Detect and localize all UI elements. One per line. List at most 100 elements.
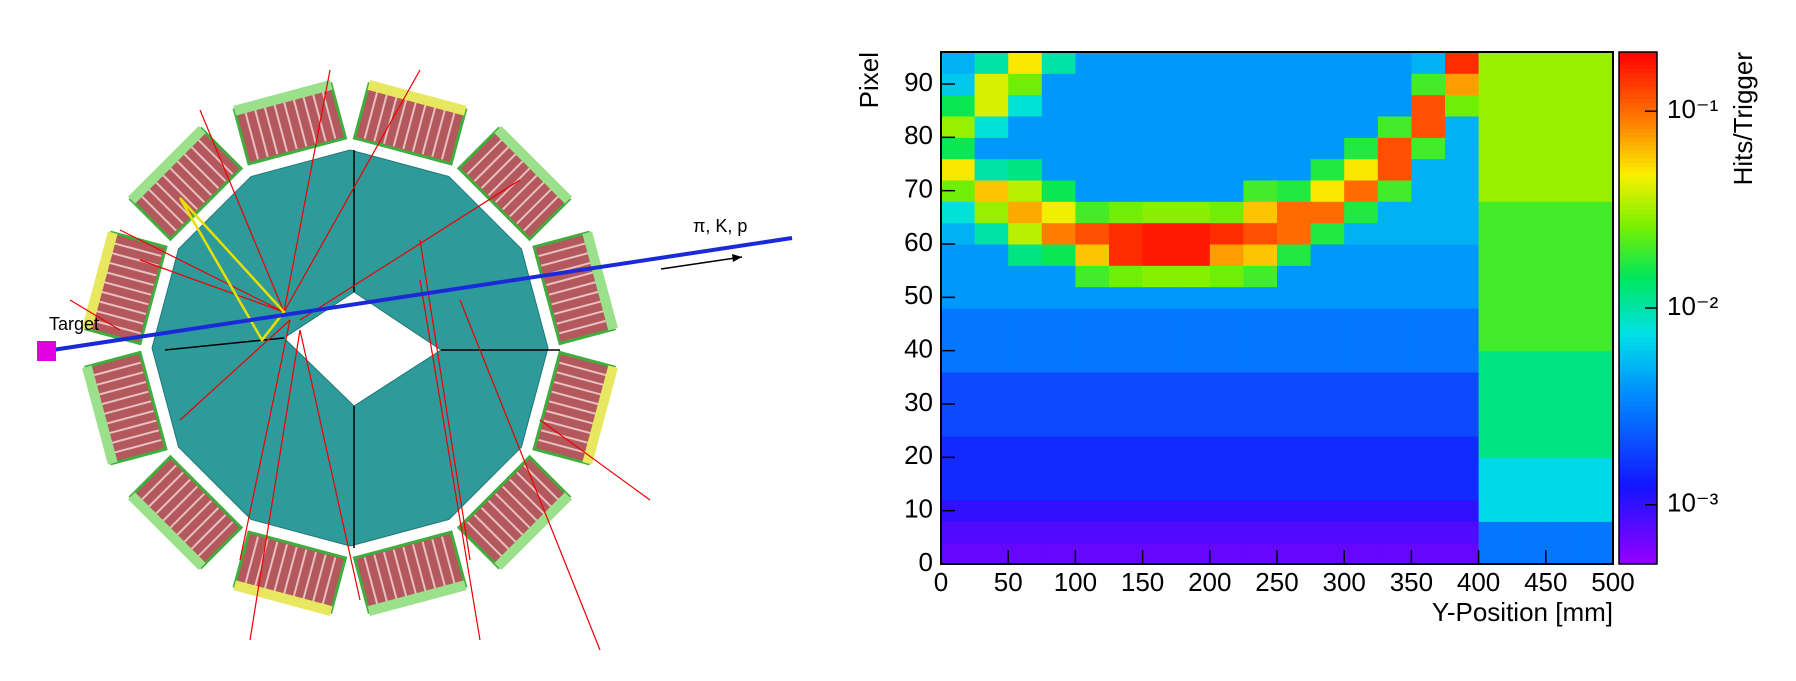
- heatmap-cell: [1545, 393, 1580, 416]
- heatmap-cell: [1478, 521, 1513, 544]
- heatmap-cell: [1478, 52, 1513, 74]
- heatmap-cell: [1142, 52, 1177, 74]
- heatmap-cell: [1545, 521, 1580, 544]
- heatmap-cell: [1109, 478, 1144, 501]
- heatmap-cell: [1008, 116, 1043, 138]
- heatmap-cell: [1310, 116, 1345, 138]
- heatmap-cell: [1377, 94, 1412, 117]
- heatmap-cell: [1512, 286, 1547, 309]
- heatmap-cell: [1512, 180, 1547, 202]
- colorbar-band: [1619, 359, 1657, 365]
- heatmap-cell: [1344, 116, 1379, 138]
- colorbar-band: [1619, 363, 1657, 369]
- heatmap-cell: [1310, 137, 1345, 160]
- heatmap-cell: [1478, 414, 1513, 437]
- heatmap-cell: [1209, 457, 1244, 480]
- detector-view: [37, 69, 793, 651]
- heatmap-cell: [1512, 414, 1547, 437]
- heatmap-cell: [1411, 308, 1446, 330]
- heatmap-cell: [941, 478, 976, 501]
- module-stripe: [373, 554, 389, 606]
- heatmap-cell: [1344, 542, 1379, 565]
- colorbar-band: [1619, 470, 1657, 475]
- heatmap-cell: [1579, 222, 1614, 245]
- heatmap-cell: [1109, 265, 1144, 288]
- heatmap-cell: [1142, 116, 1177, 138]
- heatmap-cell: [1008, 478, 1043, 501]
- module-stripe: [556, 371, 608, 387]
- module-stripe: [373, 90, 389, 142]
- colorbar-band: [1619, 111, 1657, 117]
- heatmap-cell: [1344, 372, 1379, 394]
- heatmap-cell: [1075, 116, 1110, 138]
- heatmap-cell: [1445, 500, 1480, 522]
- module-stripe: [152, 179, 191, 218]
- heatmap-cell: [1142, 244, 1177, 266]
- heatmap-cell: [1277, 542, 1312, 565]
- heatmap-cell: [1008, 542, 1043, 565]
- heatmap-cell: [941, 414, 976, 437]
- colorbar-band: [1619, 329, 1657, 335]
- heatmap-cell: [1478, 350, 1513, 373]
- colorbar-band: [1619, 235, 1657, 241]
- heatmap-cell: [1243, 244, 1278, 266]
- module-stripe: [440, 536, 457, 588]
- heatmap-cell: [1445, 478, 1480, 501]
- heatmap-cell: [974, 350, 1009, 373]
- colorbar-band: [1619, 354, 1657, 360]
- heatmap-cell: [1445, 350, 1480, 373]
- heatmap-cell: [1545, 158, 1580, 181]
- y-axis-title: Pixel: [854, 52, 884, 108]
- heatmap-cell: [1377, 329, 1412, 352]
- colorbar-band: [1619, 376, 1657, 382]
- heatmap-cell: [1377, 478, 1412, 501]
- colorbar-title: Hits/Trigger: [1728, 52, 1758, 186]
- colorbar-tick-label: 10⁻³: [1667, 488, 1719, 518]
- heatmap-cell: [1075, 286, 1110, 309]
- heatmap-cell: [1109, 414, 1144, 437]
- heatmap-cell: [974, 542, 1009, 565]
- module-stripe: [480, 507, 519, 546]
- heatmap-cell: [1209, 265, 1244, 288]
- x-axis-title: Y-Position [mm]: [1432, 597, 1613, 627]
- heatmap-cell: [1411, 94, 1446, 117]
- heatmap-cell: [1344, 521, 1379, 544]
- heatmap-cell: [1277, 457, 1312, 480]
- heatmap-cell: [1512, 116, 1547, 138]
- heatmap-cell: [1008, 500, 1043, 522]
- heatmap-cell: [1008, 73, 1043, 96]
- heatmap-cell: [1075, 521, 1110, 544]
- heatmap-cell: [1411, 244, 1446, 266]
- colorbar-band: [1619, 120, 1657, 126]
- module-stripe: [556, 309, 608, 325]
- heatmap-cell: [1277, 94, 1312, 117]
- heatmap-cell: [1310, 542, 1345, 565]
- colorbar-band: [1619, 286, 1657, 292]
- heatmap-cell: [1008, 201, 1043, 224]
- colorbar-band: [1619, 380, 1657, 386]
- module-stripe: [412, 544, 428, 595]
- heatmap-cell: [1243, 500, 1278, 522]
- heatmap-cell: [1075, 414, 1110, 437]
- heatmap-cell: [974, 308, 1009, 330]
- heatmap-cell: [1579, 414, 1614, 437]
- module-stripe: [173, 157, 213, 196]
- module-cap: [127, 492, 206, 571]
- module-stripe: [103, 410, 154, 426]
- cherenkov-cone: [178, 197, 286, 343]
- colorbar-band: [1619, 269, 1657, 275]
- module-stripe: [538, 241, 590, 258]
- heatmap-cell: [1478, 116, 1513, 138]
- heatmap-cell: [1243, 116, 1278, 138]
- heatmap-cell: [1243, 308, 1278, 330]
- colorbar-band: [1619, 384, 1657, 390]
- heatmap-cell: [1344, 73, 1379, 96]
- heatmap-cell: [1377, 244, 1412, 266]
- module-stripe: [466, 521, 505, 560]
- heatmap-cell: [1310, 329, 1345, 352]
- heatmap-cell: [941, 52, 976, 74]
- heatmap-cell: [1041, 73, 1076, 96]
- module-stripe: [548, 280, 600, 296]
- heatmap-cell: [941, 372, 976, 394]
- heatmap-cell: [1411, 158, 1446, 181]
